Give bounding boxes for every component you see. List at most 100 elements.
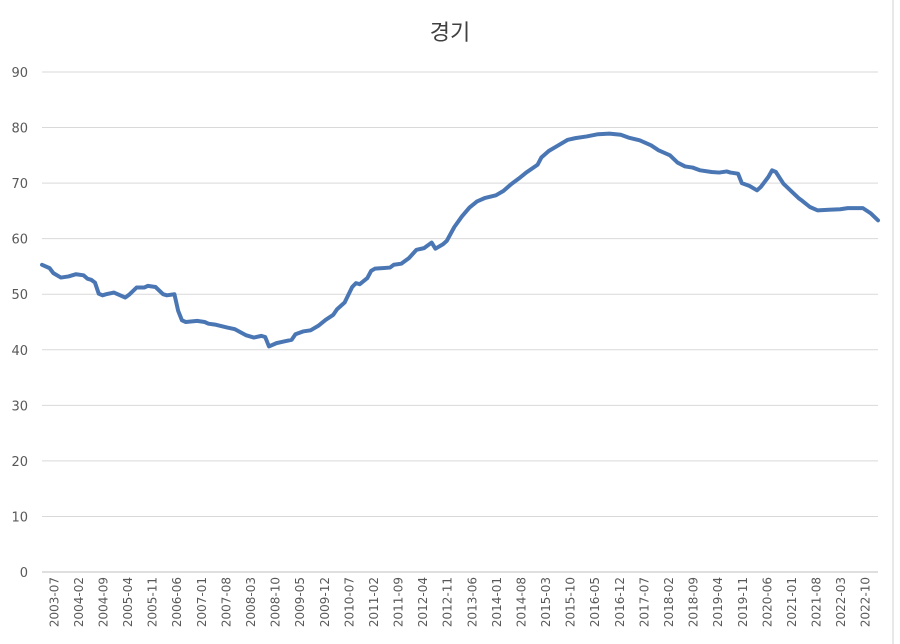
data-point [93, 281, 97, 284]
data-point [475, 200, 479, 203]
data-point [52, 271, 55, 275]
data-point [691, 166, 694, 169]
data-point [233, 328, 237, 331]
data-point [627, 136, 630, 139]
data-point [748, 184, 751, 188]
data-point [207, 322, 210, 325]
x-tick-label: 2012-11 [441, 577, 455, 627]
data-point [112, 291, 116, 294]
x-tick-label: 2004-09 [96, 577, 110, 627]
y-tick-label: 30 [11, 399, 28, 414]
data-point [725, 170, 728, 173]
data-point [127, 293, 131, 296]
y-tick-label: 80 [11, 122, 28, 137]
data-point [135, 286, 138, 289]
data-point [468, 206, 471, 209]
data-point [260, 334, 263, 338]
data-point [774, 170, 778, 174]
x-tick-label: 2009-05 [293, 577, 307, 627]
data-point [574, 136, 577, 140]
data-point [48, 266, 51, 270]
x-tick-label: 2013-06 [465, 577, 479, 627]
y-tick-label: 50 [11, 288, 28, 303]
data-point [683, 165, 687, 168]
data-point [668, 154, 672, 157]
data-point [275, 341, 278, 345]
data-point [434, 247, 437, 250]
data-point [460, 215, 464, 218]
data-point [369, 269, 373, 273]
data-point [740, 181, 744, 185]
data-point [373, 267, 377, 270]
data-point [101, 294, 104, 297]
data-point [350, 285, 354, 289]
data-point [846, 206, 849, 210]
data-point [82, 274, 85, 277]
data-point [358, 283, 361, 286]
x-tick-label: 2019-11 [736, 577, 750, 627]
x-tick-label: 2007-08 [219, 577, 233, 627]
x-tick-label: 2015-03 [539, 577, 553, 627]
y-tick-label: 90 [11, 66, 28, 81]
data-point [354, 281, 358, 285]
data-point [165, 294, 169, 297]
data-point [290, 338, 293, 341]
x-tick-label: 2014-08 [514, 577, 528, 627]
data-point [547, 149, 551, 153]
x-tick-label: 2021-01 [785, 577, 799, 627]
data-point [335, 308, 339, 311]
x-tick-label: 2008-10 [269, 577, 283, 627]
data-point [294, 333, 297, 336]
data-point [400, 262, 403, 265]
data-point [797, 196, 800, 200]
data-point [422, 246, 426, 250]
data-point [203, 320, 206, 324]
data-point [214, 323, 218, 326]
y-tick-label: 70 [11, 177, 28, 192]
data-point [494, 194, 498, 197]
y-axis-ticks: 0 10 20 30 40 50 60 70 80 90 [11, 66, 28, 581]
data-point [415, 248, 418, 251]
data-point [176, 309, 180, 313]
data-point [74, 273, 78, 276]
chart-title: 경기 [430, 21, 470, 46]
data-point [173, 293, 176, 296]
data-point [710, 170, 713, 174]
data-point [759, 185, 762, 189]
x-tick-label: 2007-01 [195, 577, 209, 627]
data-point [657, 149, 660, 152]
data-point [525, 171, 528, 174]
data-point [540, 156, 543, 159]
data-point [343, 301, 346, 304]
data-point [184, 320, 187, 324]
data-point [861, 206, 865, 210]
data-point [366, 276, 369, 280]
data-point [324, 318, 327, 321]
x-tick-label: 2016-12 [613, 577, 627, 627]
data-point [332, 313, 335, 316]
x-tick-label: 2010-07 [342, 577, 356, 627]
data-point [316, 324, 320, 328]
data-point [441, 243, 445, 246]
data-point [676, 161, 679, 164]
data-point [767, 175, 770, 179]
y-tick-label: 20 [11, 455, 28, 470]
data-point [876, 219, 880, 222]
data-point [729, 171, 732, 174]
data-point [838, 208, 842, 211]
x-tick-label: 2006-06 [170, 577, 184, 627]
data-point [483, 196, 486, 200]
x-tick-label: 2014-01 [490, 577, 504, 627]
data-point [517, 177, 520, 180]
data-point [555, 145, 558, 148]
data-point [453, 225, 456, 229]
data-point [608, 132, 611, 135]
data-point [40, 263, 44, 266]
data-point [267, 345, 271, 348]
data-point [124, 296, 127, 299]
x-tick-label: 2015-10 [564, 577, 578, 627]
data-point [252, 336, 256, 339]
data-point [717, 171, 721, 174]
data-point [619, 133, 622, 136]
